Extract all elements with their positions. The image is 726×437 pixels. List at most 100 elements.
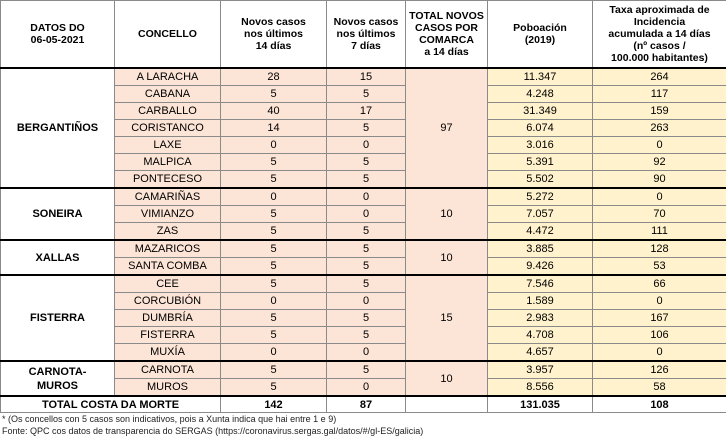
value-cell: 5: [327, 154, 406, 171]
footnote: * (Os concellos con 5 casos son indicati…: [2, 413, 726, 425]
concello-cell: CORCUBIÓN: [115, 293, 221, 310]
value-cell: 159: [593, 103, 726, 120]
value-cell: 0: [593, 293, 726, 310]
value-cell: 5.391: [488, 154, 593, 171]
concello-cell: CAMARIÑAS: [115, 188, 221, 206]
value-cell: 167: [593, 310, 726, 327]
comarca-total-cell: 15: [406, 275, 488, 361]
comarca-cell: SONEIRA: [1, 188, 115, 240]
value-cell: 5: [327, 86, 406, 103]
comarca-cell: BERGANTIÑOS: [1, 68, 115, 188]
concello-cell: MUXÍA: [115, 344, 221, 362]
value-cell: 58: [593, 379, 726, 397]
value-cell: 0: [593, 137, 726, 154]
value-cell: 2.983: [488, 310, 593, 327]
value-cell: 5: [327, 361, 406, 379]
comarca-cell: FISTERRA: [1, 275, 115, 361]
value-cell: 4.248: [488, 86, 593, 103]
value-cell: 4.472: [488, 223, 593, 241]
value-cell: 5: [327, 171, 406, 189]
value-cell: 7.057: [488, 206, 593, 223]
value-cell: 40: [221, 103, 327, 120]
value-cell: 0: [327, 344, 406, 362]
value-cell: 31.349: [488, 103, 593, 120]
value-cell: 6.074: [488, 120, 593, 137]
value-cell: 5: [221, 171, 327, 189]
header-cell: Novos casos nos últimos 7 días: [327, 1, 406, 69]
total-value: 131.035: [488, 396, 593, 413]
comarca-total-cell: 10: [406, 361, 488, 396]
value-cell: 8.556: [488, 379, 593, 397]
value-cell: 0: [327, 293, 406, 310]
value-cell: 5: [221, 361, 327, 379]
concello-cell: CEE: [115, 275, 221, 293]
value-cell: 126: [593, 361, 726, 379]
value-cell: 9.426: [488, 258, 593, 276]
header-cell: Novos casos nos últimos 14 días: [221, 1, 327, 69]
value-cell: 17: [327, 103, 406, 120]
concello-cell: CORISTANCO: [115, 120, 221, 137]
footnotes: * (Os concellos con 5 casos son indicati…: [0, 413, 726, 437]
value-cell: 5: [221, 206, 327, 223]
value-cell: 5: [327, 327, 406, 344]
header-cell: CONCELLO: [115, 1, 221, 69]
value-cell: 5: [221, 275, 327, 293]
value-cell: 5.272: [488, 188, 593, 206]
value-cell: 0: [221, 344, 327, 362]
value-cell: 3.957: [488, 361, 593, 379]
concello-cell: FISTERRA: [115, 327, 221, 344]
value-cell: 5: [327, 310, 406, 327]
comarca-total-cell: 10: [406, 188, 488, 240]
concello-cell: PONTECESO: [115, 171, 221, 189]
value-cell: 0: [221, 188, 327, 206]
value-cell: 264: [593, 68, 726, 86]
value-cell: 5: [221, 240, 327, 258]
value-cell: 263: [593, 120, 726, 137]
value-cell: 3.016: [488, 137, 593, 154]
concello-cell: CARNOTA: [115, 361, 221, 379]
value-cell: 4.708: [488, 327, 593, 344]
total-value: 87: [327, 396, 406, 413]
comarca-cell: XALLAS: [1, 240, 115, 275]
total-label: TOTAL COSTA DA MORTE: [1, 396, 221, 413]
concello-cell: CARBALLO: [115, 103, 221, 120]
header-cell: Taxa aproximada de Incidencia acumulada …: [593, 1, 726, 69]
value-cell: 111: [593, 223, 726, 241]
value-cell: 0: [593, 344, 726, 362]
value-cell: 5: [327, 258, 406, 276]
value-cell: 7.546: [488, 275, 593, 293]
value-cell: 90: [593, 171, 726, 189]
value-cell: 5: [221, 379, 327, 397]
concello-cell: DUMBRÍA: [115, 310, 221, 327]
value-cell: 128: [593, 240, 726, 258]
concello-cell: A LARACHA: [115, 68, 221, 86]
value-cell: 5: [221, 258, 327, 276]
concello-cell: SANTA COMBA: [115, 258, 221, 276]
total-value: 108: [593, 396, 726, 413]
value-cell: 11.347: [488, 68, 593, 86]
value-cell: 0: [327, 137, 406, 154]
value-cell: 5: [327, 223, 406, 241]
concello-cell: MUROS: [115, 379, 221, 397]
header-cell: DATOS DO 06-05-2021: [1, 1, 115, 69]
value-cell: 28: [221, 68, 327, 86]
concello-cell: VIMIANZO: [115, 206, 221, 223]
concello-cell: MAZARICOS: [115, 240, 221, 258]
comarca-cell: CARNOTA- MUROS: [1, 361, 115, 396]
value-cell: 70: [593, 206, 726, 223]
value-cell: 5: [221, 86, 327, 103]
value-cell: 5: [221, 310, 327, 327]
footnote: Fonte: QPC cos datos de transparencia do…: [2, 425, 726, 437]
value-cell: 0: [221, 137, 327, 154]
value-cell: 14: [221, 120, 327, 137]
value-cell: 0: [221, 293, 327, 310]
value-cell: 5: [327, 275, 406, 293]
